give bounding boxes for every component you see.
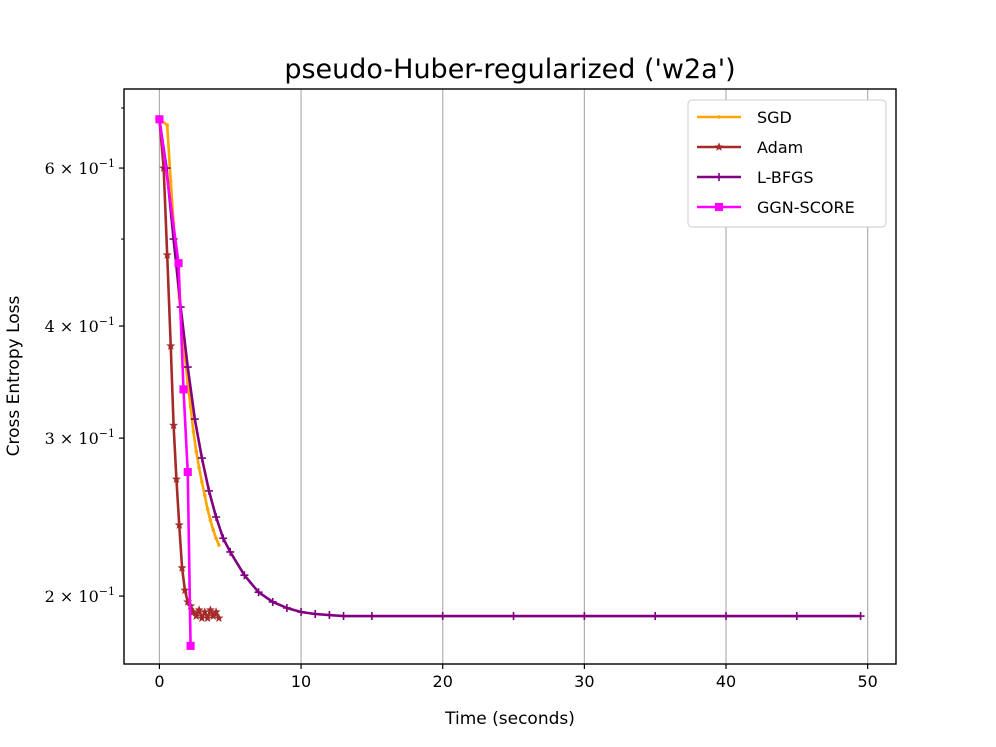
data-point-l-bfgs [240, 571, 249, 580]
data-point-adam [214, 613, 224, 622]
data-point-adam [171, 474, 181, 483]
data-point-l-bfgs [438, 612, 447, 621]
data-point-ggn-score [174, 259, 183, 268]
y-axis-label: Cross Entropy Loss [4, 295, 24, 456]
data-point-adam [183, 597, 193, 606]
data-point-l-bfgs [339, 612, 348, 621]
legend-entry-ggn-score: GGN-SCORE [697, 198, 855, 217]
data-point-adam [203, 613, 213, 622]
y-tick-label: 6 × 10−1 [45, 157, 115, 178]
data-point-sgd [197, 465, 201, 470]
data-point-ggn-score [186, 641, 195, 650]
chart-title: pseudo-Huber-regularized ('w2a') [284, 54, 735, 85]
data-point-l-bfgs [367, 612, 376, 621]
legend-label: SGD [757, 108, 792, 127]
legend-box [687, 99, 887, 228]
x-tick-label: 30 [574, 672, 594, 691]
data-point-adam [200, 607, 210, 616]
legend-marker [717, 115, 721, 119]
data-point-adam [194, 605, 204, 614]
x-tick-label: 40 [716, 672, 736, 691]
data-point-adam [205, 605, 215, 614]
data-point-adam [174, 520, 184, 529]
data-point-adam [177, 563, 187, 572]
data-point-sgd [194, 449, 199, 454]
data-point-sgd [205, 507, 210, 511]
y-tick-label: 3 × 10−1 [45, 427, 115, 448]
legend: SGD Adam L-BFGS GGN-SCORE [687, 99, 887, 228]
data-point-l-bfgs [509, 612, 518, 621]
grid-lines [158, 89, 869, 664]
data-point-l-bfgs [722, 612, 731, 621]
data-point-adam [162, 250, 172, 259]
legend-entry-l-bfgs: L-BFGS [697, 168, 814, 187]
data-point-sgd [165, 123, 170, 127]
legend-marker [714, 142, 724, 151]
data-point-sgd [211, 528, 216, 532]
legend-marker [715, 173, 723, 181]
data-point-sgd [188, 405, 193, 409]
data-point-adam [169, 420, 179, 430]
y-axis-ticks: 2 × 10−1 3 × 10−1 4 × 10−1 6 × 10−1 [45, 107, 124, 606]
data-point-adam [197, 613, 207, 622]
data-point-l-bfgs [651, 612, 660, 621]
data-point-l-bfgs [580, 612, 589, 621]
y-tick-label: 2 × 10−1 [45, 585, 115, 606]
data-point-l-bfgs [282, 603, 291, 612]
data-point-sgd [200, 480, 204, 484]
legend-label: L-BFGS [757, 168, 814, 187]
x-tick-label: 20 [433, 672, 453, 691]
data-point-sgd [208, 518, 213, 523]
data-point-l-bfgs [226, 547, 235, 556]
data-point-l-bfgs [325, 611, 334, 620]
data-point-adam [208, 611, 218, 620]
x-tick-label: 50 [857, 672, 877, 691]
data-point-adam [166, 341, 176, 350]
x-axis-label: Time (seconds) [444, 709, 575, 729]
data-point-l-bfgs [268, 597, 277, 606]
data-point-l-bfgs [190, 415, 199, 424]
series-ggn-score [155, 115, 195, 650]
data-point-adam [180, 585, 190, 595]
x-axis-ticks: 0 10 20 30 40 50 [154, 664, 878, 691]
data-point-l-bfgs [792, 612, 801, 621]
data-point-l-bfgs [311, 610, 320, 619]
data-point-adam [188, 607, 198, 616]
y-tick-label: 4 × 10−1 [45, 315, 115, 336]
data-point-l-bfgs [204, 486, 213, 495]
data-point-ggn-score [155, 115, 164, 124]
data-point-ggn-score [179, 385, 188, 394]
data-point-l-bfgs [254, 588, 263, 597]
data-point-sgd [214, 536, 218, 541]
data-point-l-bfgs [219, 534, 228, 543]
plot-area-frame [123, 88, 897, 665]
data-point-adam [191, 611, 201, 620]
data-point-l-bfgs [297, 607, 306, 616]
data-point-sgd [168, 179, 173, 184]
legend-marker [714, 202, 724, 212]
data-point-l-bfgs [856, 612, 865, 621]
data-point-sgd [191, 429, 196, 434]
legend-label: Adam [757, 138, 803, 157]
x-tick-label: 10 [291, 672, 311, 691]
data-point-l-bfgs [183, 363, 192, 372]
data-point-l-bfgs [197, 454, 206, 463]
plot-series [154, 114, 865, 650]
data-point-sgd [202, 493, 207, 498]
data-point-ggn-score [183, 467, 192, 477]
legend-entry-adam: Adam [697, 138, 803, 157]
legend-label: GGN-SCORE [757, 198, 855, 217]
data-point-adam [211, 607, 221, 616]
x-tick-label: 0 [154, 672, 164, 691]
data-point-l-bfgs [212, 513, 221, 522]
legend-entry-sgd: SGD [697, 108, 792, 127]
data-point-sgd [217, 543, 221, 547]
